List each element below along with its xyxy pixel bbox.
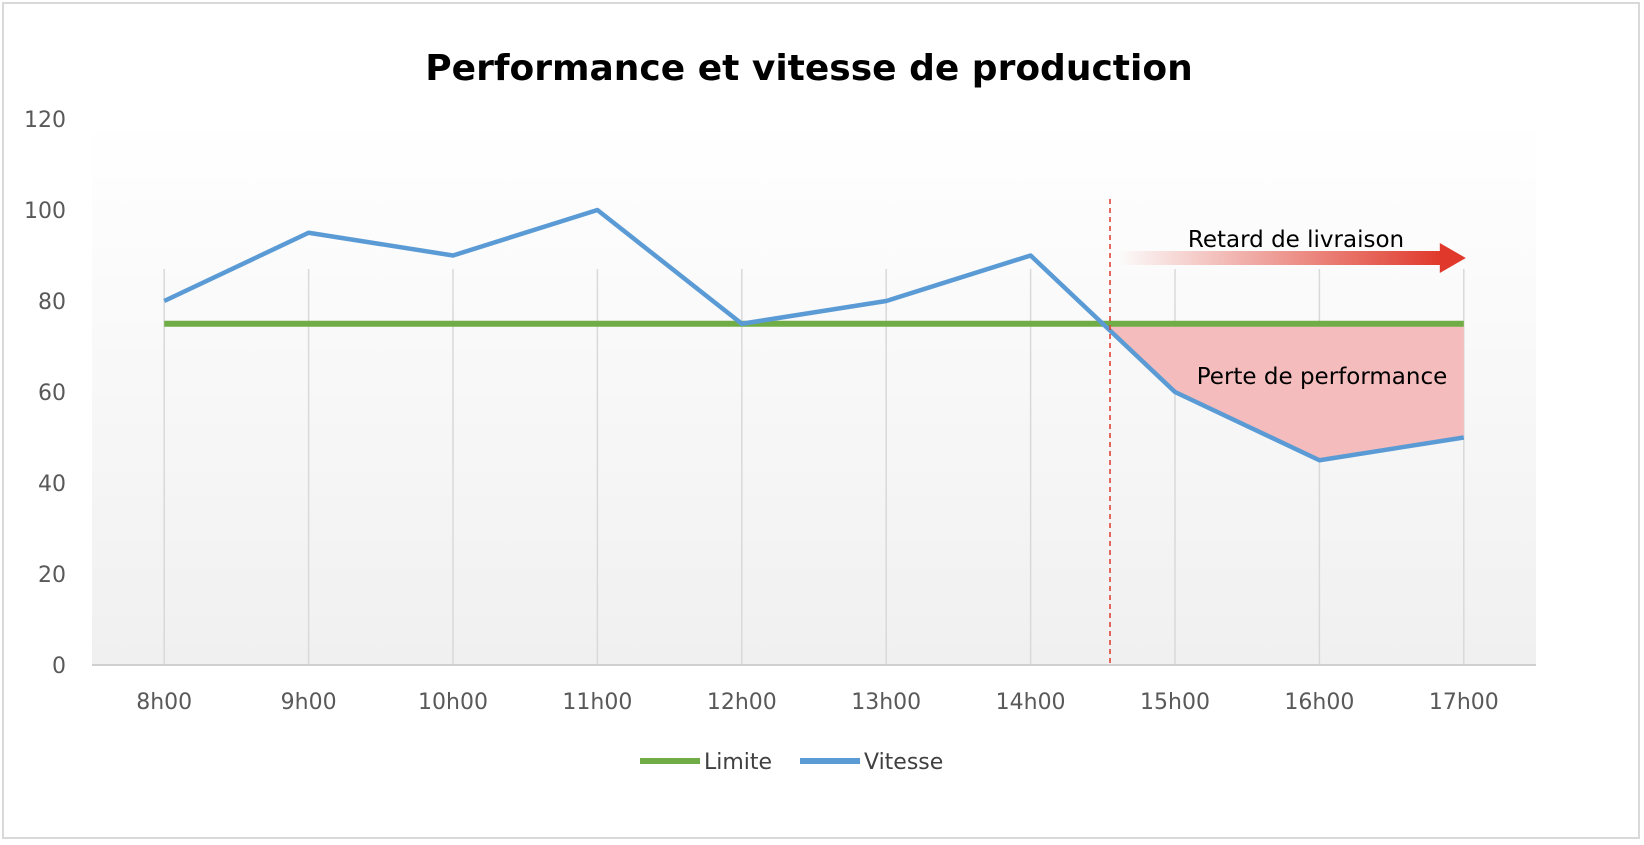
data-point-limite	[1174, 323, 1176, 325]
legend-label-limite: Limite	[704, 750, 772, 775]
data-point-vitesse	[1174, 391, 1176, 393]
data-point-vitesse	[452, 255, 454, 257]
data-point-vitesse	[885, 300, 887, 302]
data-point-vitesse	[163, 300, 165, 302]
y-tick-label: 80	[38, 290, 66, 315]
y-tick-label: 0	[52, 654, 66, 679]
x-tick-label: 17h00	[1429, 690, 1499, 715]
data-point-vitesse	[741, 323, 743, 325]
y-tick-label: 40	[38, 472, 66, 497]
x-tick-label: 10h00	[418, 690, 488, 715]
data-point-limite	[163, 323, 165, 325]
data-point-vitesse	[596, 209, 598, 211]
chart-title: Performance et vitesse de production	[425, 48, 1192, 89]
x-tick-label: 15h00	[1140, 690, 1210, 715]
y-axis: 0 20 40 60 80 100 120	[24, 108, 66, 679]
x-tick-label: 11h00	[562, 690, 632, 715]
x-tick-label: 8h00	[136, 690, 192, 715]
x-tick-label: 13h00	[851, 690, 921, 715]
x-tick-label: 9h00	[281, 690, 337, 715]
y-tick-label: 120	[24, 108, 66, 133]
y-tick-label: 20	[38, 563, 66, 588]
y-tick-label: 60	[38, 381, 66, 406]
data-point-vitesse	[1030, 255, 1032, 257]
x-tick-label: 12h00	[707, 690, 777, 715]
data-point-limite	[452, 323, 454, 325]
delay-arrow-body	[1118, 251, 1442, 265]
data-point-vitesse	[1463, 437, 1465, 439]
data-point-limite	[1318, 323, 1320, 325]
legend: Limite Vitesse	[640, 750, 943, 775]
legend-label-vitesse: Vitesse	[864, 750, 943, 775]
delay-arrow	[1118, 243, 1466, 273]
y-tick-label: 100	[24, 199, 66, 224]
annotations: Retard de livraison Perte de performance	[1109, 199, 1466, 665]
delay-arrow-head	[1439, 243, 1466, 273]
delay-label: Retard de livraison	[1188, 227, 1404, 253]
x-axis: 8h00 9h00 10h00 11h00 12h00 13h00 14h00 15h00 16…	[136, 690, 1499, 715]
data-point-limite	[885, 323, 887, 325]
loss-area	[1110, 323, 1464, 461]
data-point-vitesse	[1318, 459, 1320, 461]
x-tick-label: 14h00	[996, 690, 1066, 715]
data-point-vitesse	[308, 232, 310, 234]
data-point-limite	[1463, 323, 1465, 325]
x-tick-label: 16h00	[1284, 690, 1354, 715]
line-chart: Performance et vitesse de production 0 20…	[24, 48, 1536, 775]
loss-area-fill	[1110, 323, 1464, 461]
data-point-limite	[308, 323, 310, 325]
series	[163, 207, 1465, 463]
data-point-limite	[596, 323, 598, 325]
loss-label: Perte de performance	[1197, 364, 1448, 390]
series-line-vitesse	[163, 207, 1465, 463]
data-point-limite	[1030, 323, 1032, 325]
